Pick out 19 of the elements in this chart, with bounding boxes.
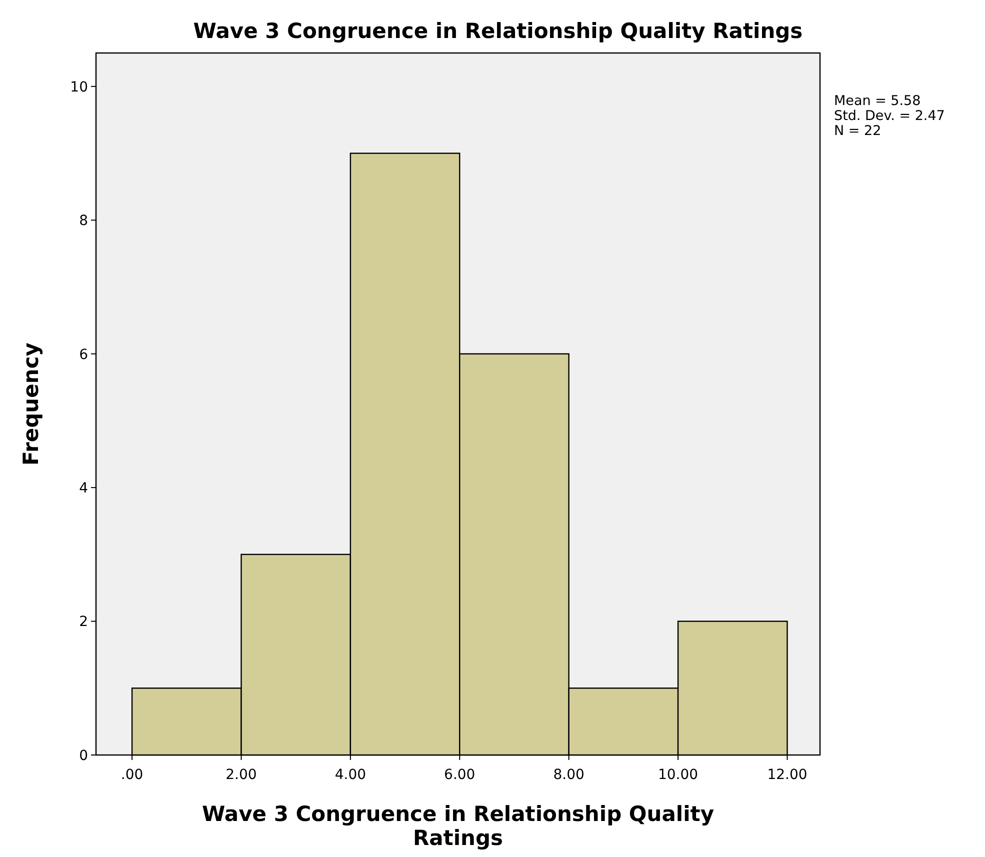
x-tick-label: 10.00 (658, 767, 698, 783)
x-tick-label: 6.00 (444, 767, 476, 783)
x-tick-label: 2.00 (226, 767, 257, 783)
text: Std. Dev. = 2.47 (834, 108, 945, 124)
y-axis-title: Frequency (19, 342, 43, 466)
x-tick-label: 4.00 (334, 767, 366, 783)
y-tick-label: 8 (79, 213, 88, 230)
x-tick-label: 8.00 (553, 767, 584, 783)
text: Mean = 5.58 (834, 93, 921, 109)
text: N = 22 (834, 123, 882, 139)
y-tick-label: 10 (70, 79, 88, 96)
y-tick-label: 0 (79, 748, 88, 764)
x-axis-title: Wave 3 Congruence in Relationship Quality Ratings (202, 802, 714, 850)
y-tick-label: 6 (79, 346, 88, 363)
x-tick-label: .00 (120, 767, 144, 783)
chart-title: Wave 3 Congruence in Relationship Quality Ratings (193, 19, 803, 43)
x-tick-label: 12.00 (767, 767, 808, 783)
y-tick-label: 4 (79, 480, 88, 496)
y-tick-label: 2 (79, 614, 88, 630)
